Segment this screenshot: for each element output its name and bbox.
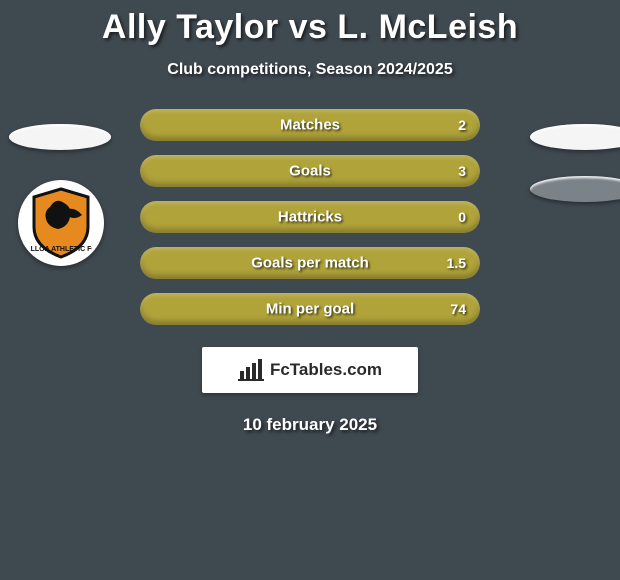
footer-brand-text: FcTables.com — [270, 360, 382, 380]
stat-value: 0 — [458, 209, 466, 225]
stat-label: Goals per match — [251, 255, 369, 272]
stat-bar: Goals per match 1.5 — [140, 247, 480, 279]
club-shield-icon: ALLOA ATHLETIC FC — [30, 187, 92, 259]
season-subtitle: Club competitions, Season 2024/2025 — [0, 61, 620, 79]
stat-bar: Matches 2 — [140, 109, 480, 141]
stat-bar: Min per goal 74 — [140, 293, 480, 325]
bar-chart-icon — [238, 359, 264, 381]
stat-row: Min per goal 74 — [0, 293, 620, 325]
stat-value: 2 — [458, 117, 466, 133]
stat-value: 1.5 — [447, 255, 466, 271]
stat-bar: Goals 3 — [140, 155, 480, 187]
club-badge: ALLOA ATHLETIC FC — [18, 180, 104, 266]
stat-label: Hattricks — [278, 209, 342, 226]
stat-label: Matches — [280, 117, 340, 134]
stat-row: Goals per match 1.5 — [0, 247, 620, 279]
stat-label: Min per goal — [266, 301, 354, 318]
stat-value: 74 — [450, 301, 466, 317]
date-text: 10 february 2025 — [0, 415, 620, 435]
stat-label: Goals — [289, 163, 331, 180]
stat-bar: Hattricks 0 — [140, 201, 480, 233]
page-title: Ally Taylor vs L. McLeish — [0, 0, 620, 47]
fctables-logo[interactable]: FcTables.com — [202, 347, 418, 393]
svg-text:ALLOA ATHLETIC FC: ALLOA ATHLETIC FC — [30, 246, 92, 253]
stat-value: 3 — [458, 163, 466, 179]
stat-row: Goals 3 — [0, 155, 620, 187]
player-left-badge-placeholder — [9, 124, 111, 150]
